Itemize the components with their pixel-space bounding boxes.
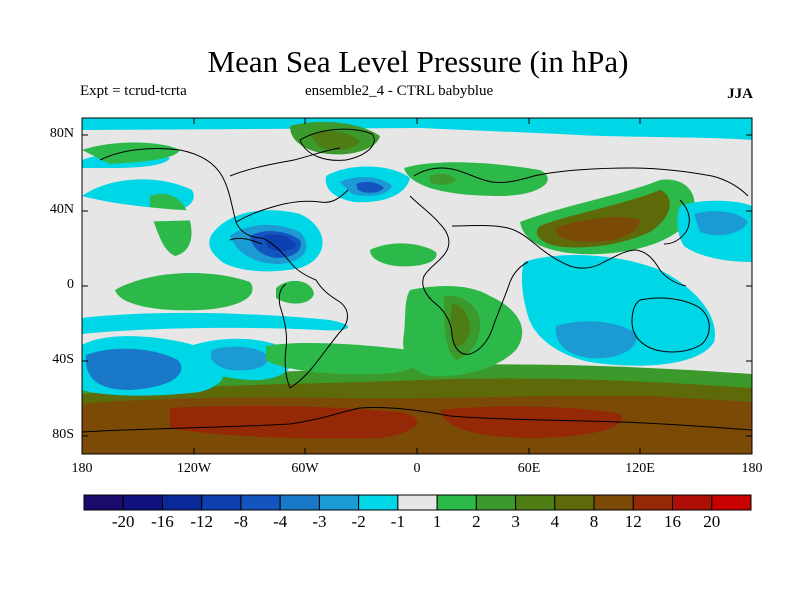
colorbar-tick-label: -12 xyxy=(190,512,214,531)
pressure-field xyxy=(82,118,752,454)
southern-max-b xyxy=(440,406,622,438)
eurasia-north-coast xyxy=(413,167,749,197)
colorbar-tick-label: -8 xyxy=(233,512,249,531)
lon-label-60w: 60W xyxy=(291,461,319,476)
lat-label-40s: 40S xyxy=(52,352,74,367)
colorbar-swatch xyxy=(161,494,203,511)
south-pacific-band xyxy=(82,312,349,334)
alaska-high xyxy=(82,142,180,164)
colorbar-tick-label: -20 xyxy=(111,512,135,531)
colorbar-tick-label: 16 xyxy=(664,512,682,531)
lon-label-120e: 120E xyxy=(625,461,655,476)
pacific-high xyxy=(115,272,253,311)
colorbar-tick-label: 20 xyxy=(703,512,721,531)
antarctica-coast xyxy=(82,406,752,433)
colorbar-swatch xyxy=(122,494,163,511)
australia-coast xyxy=(631,297,710,353)
colorbar-tick-label: -3 xyxy=(312,512,327,531)
colorbar-swatch xyxy=(711,494,752,511)
ensemble-label: ensemble2_4 - CTRL babyblue xyxy=(305,83,494,99)
colorbar-tick-label: 8 xyxy=(589,512,599,531)
colorbar-swatch xyxy=(358,494,399,511)
lat-label-40n: 40N xyxy=(49,202,74,217)
colorbar-swatch xyxy=(632,494,674,511)
caribbean-coast xyxy=(229,237,263,245)
lat-label-80n: 80N xyxy=(49,126,74,141)
colorbar-tick-label: 3 xyxy=(511,512,520,531)
lon-label-0: 0 xyxy=(413,461,421,476)
axis-ticks xyxy=(82,118,752,454)
colorbar-tick-label: -16 xyxy=(151,512,174,531)
south-america-coast xyxy=(289,279,348,389)
colorbar-tick-label: 4 xyxy=(550,512,560,531)
colorbar-swatch xyxy=(554,494,595,511)
colorbar-swatch xyxy=(397,494,438,511)
colorbar-tick-label: 1 xyxy=(432,512,442,531)
colorbar-swatch xyxy=(318,494,360,511)
colorbar xyxy=(83,494,752,511)
europe-high xyxy=(404,162,548,196)
colorbar-tick-label: -1 xyxy=(390,512,405,531)
colorbar-swatch xyxy=(240,494,281,511)
colorbar-tick-label: 2 xyxy=(472,512,481,531)
colorbar-tick-label: 12 xyxy=(624,512,642,531)
arctic-band xyxy=(82,118,752,140)
southern-max-a xyxy=(170,405,418,439)
south-asia-coast xyxy=(451,225,687,287)
coastlines xyxy=(82,128,752,433)
plot-title: Mean Sea Level Pressure (in hPa) xyxy=(207,44,629,79)
north-america-east-coast xyxy=(235,189,349,223)
lon-label-180w: 180 xyxy=(71,461,93,476)
colorbar-swatch xyxy=(279,494,320,511)
africa-coast xyxy=(409,195,529,355)
colorbar-swatch xyxy=(83,494,124,511)
colorbar-swatch xyxy=(515,494,556,511)
colorbar-tick-label: -4 xyxy=(273,512,288,531)
experiment-label: Expt = tcrud-tcrta xyxy=(80,83,187,99)
season-label: JJA xyxy=(727,86,753,102)
colorbar-swatch xyxy=(436,494,477,511)
colorbar-tick-label: -2 xyxy=(351,512,366,531)
lat-label-80s: 80S xyxy=(52,427,74,442)
colorbar-swatch xyxy=(201,494,242,511)
lon-label-180e: 180 xyxy=(741,461,763,476)
lat-label-0: 0 xyxy=(67,277,74,292)
lon-label-60e: 60E xyxy=(517,461,541,476)
colorbar-swatch xyxy=(475,494,517,511)
greenland-coast xyxy=(299,128,375,161)
colorbar-swatch xyxy=(593,494,634,511)
lon-label-120w: 120W xyxy=(176,461,212,476)
colorbar-swatch xyxy=(672,494,713,511)
